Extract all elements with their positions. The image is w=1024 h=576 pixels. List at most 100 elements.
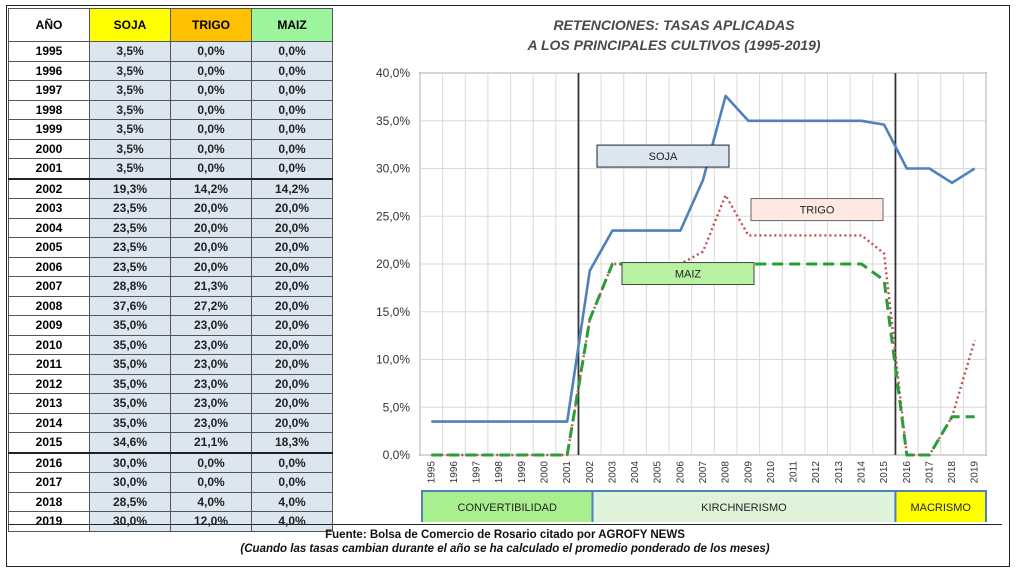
x-tick-label: 2003 [607,461,618,484]
table-row: 2009 35,0% 23,0% 20,0% [8,315,333,336]
series-label-trigo: TRIGO [800,205,835,217]
x-tick-label: 1995 [426,461,437,484]
figure-footer: Fuente: Bolsa de Comercio de Rosario cit… [8,524,1002,563]
table-row: 2005 23,5% 20,0% 20,0% [8,237,333,258]
year-cell: 2011 [8,354,90,375]
soja-cell: 35,0% [89,393,171,414]
x-tick-label: 2011 [789,461,800,483]
year-cell: 1999 [8,119,90,140]
x-tick-label: 2004 [630,461,641,484]
y-tick-label: 10,0% [376,353,410,367]
x-tick-label: 2019 [970,461,981,484]
table-row: 2006 23,5% 20,0% 20,0% [8,256,333,277]
table-row: 1997 3,5% 0,0% 0,0% [8,80,333,101]
trigo-cell: 0,0% [170,60,252,81]
soja-cell: 23,5% [89,237,171,258]
soja-cell: 3,5% [89,119,171,140]
header-anio: AÑO [8,8,90,42]
table-row: 2015 34,6% 21,1% 18,3% [8,432,333,453]
trigo-cell: 0,0% [170,158,252,179]
x-axis-ticks: 1995 1996 1997 1998 1999 2000 2001 2002 2003 2004… [426,461,980,484]
year-cell: 2009 [8,315,90,336]
trigo-cell: 23,0% [170,373,252,394]
year-cell: 2004 [8,217,90,238]
soja-cell: 19,3% [89,177,171,199]
x-tick-label: 1999 [517,461,528,484]
table-row: 2001 3,5% 0,0% 0,0% [8,158,333,179]
soja-cell: 28,5% [89,491,171,512]
series-label-box [596,144,730,168]
maiz-cell: 0,0% [251,119,333,140]
table-row: 2018 28,5% 4,0% 4,0% [8,491,333,512]
year-cell: 2006 [8,256,90,277]
table-row: 2017 30,0% 0,0% 0,0% [8,472,333,493]
x-tick-label: 1998 [494,461,505,484]
maiz-cell: 20,0% [251,393,333,414]
y-tick-label: 5,0% [383,400,411,414]
trigo-cell: 0,0% [170,472,252,493]
soja-cell: 3,5% [89,158,171,179]
x-tick-label: 2000 [540,461,551,484]
soja-cell: 35,0% [89,315,171,336]
table-body: 1995 3,5% 0,0% 0,0% 1996 3,5% 0,0% 0,0% 1997 3,5%… [8,41,333,532]
series-labels: SOJA TRIGO MAIZ [596,144,884,286]
table-row: 2012 35,0% 23,0% 20,0% [8,373,333,394]
trigo-cell: 23,0% [170,354,252,375]
trigo-cell: 0,0% [170,99,252,120]
rates-table: AÑO SOJA TRIGO MAIZ 1995 3,5% 0,0% 0,0% 1996… [8,8,333,532]
trigo-cell: 23,0% [170,334,252,355]
x-tick-label: 2017 [924,461,935,484]
table-row: 2007 28,8% 21,3% 20,0% [8,276,333,297]
table-row: 2004 23,5% 20,0% 20,0% [8,217,333,238]
period-bar: CONVERTIBILIDAD KIRCHNERISMO MACRISMO [421,490,987,522]
maiz-cell: 0,0% [251,451,333,473]
year-cell: 2003 [8,198,90,219]
year-cell: 2000 [8,138,90,159]
year-cell: 1997 [8,80,90,101]
period-label: KIRCHNERISMO [701,502,787,514]
soja-cell: 3,5% [89,138,171,159]
soja-cell: 3,5% [89,41,171,62]
maiz-cell: 20,0% [251,354,333,375]
header-soja: SOJA [89,8,171,42]
maiz-cell: 18,3% [251,432,333,453]
x-tick-label: 2002 [585,461,596,484]
maiz-cell: 20,0% [251,295,333,316]
table-row: 2011 35,0% 23,0% 20,0% [8,354,333,375]
x-tick-label: 2013 [834,461,845,484]
series-label-soja: SOJA [649,151,678,163]
maiz-cell: 20,0% [251,373,333,394]
trigo-cell: 23,0% [170,315,252,336]
x-tick-label: 2012 [811,461,822,484]
trigo-cell: 0,0% [170,80,252,101]
soja-cell: 3,5% [89,60,171,81]
trigo-cell: 21,3% [170,276,252,297]
year-cell: 2014 [8,412,90,433]
soja-cell: 37,6% [89,295,171,316]
soja-cell: 30,0% [89,451,171,473]
year-cell: 2016 [8,451,90,473]
y-tick-label: 30,0% [376,162,410,176]
chart-series [431,94,976,457]
year-cell: 2007 [8,276,90,297]
trigo-cell: 23,0% [170,412,252,433]
table-row: 2000 3,5% 0,0% 0,0% [8,138,333,159]
trigo-cell: 0,0% [170,451,252,473]
trigo-cell: 23,0% [170,393,252,414]
maiz-cell: 20,0% [251,315,333,336]
soja-cell: 30,0% [89,472,171,493]
year-cell: 2012 [8,373,90,394]
series-label-box [621,262,755,286]
trigo-cell: 21,1% [170,432,252,453]
maiz-cell: 4,0% [251,511,333,532]
x-tick-label: 2018 [947,461,958,484]
x-tick-label: 2015 [879,461,890,484]
chart-title-line-2: A LOS PRINCIPALES CULTIVOS (1995-2019) [526,37,820,53]
year-cell: 2002 [8,177,90,199]
source-note: Fuente: Bolsa de Comercio de Rosario cit… [325,529,685,541]
table-row: 1999 3,5% 0,0% 0,0% [8,119,333,140]
y-tick-label: 15,0% [376,305,410,319]
soja-cell: 23,5% [89,256,171,277]
x-tick-label: 1997 [472,461,483,484]
period-label: CONVERTIBILIDAD [458,502,557,514]
